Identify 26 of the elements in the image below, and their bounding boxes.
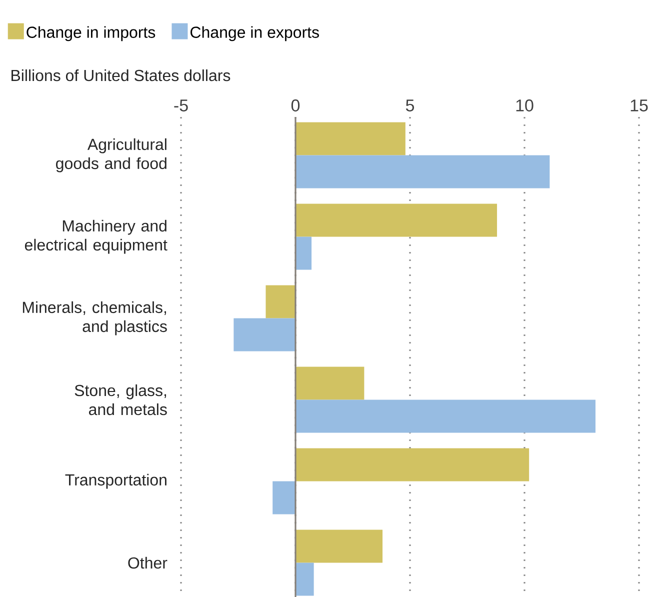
- bar: [296, 366, 364, 400]
- x-tick-label: 10: [516, 99, 534, 112]
- legend-label: Change in exports: [190, 26, 319, 42]
- y-tick-label: Transportation: [65, 474, 166, 489]
- bar: [296, 204, 498, 237]
- y-tick-label: Minerals, chemicals, and plastics: [22, 301, 167, 336]
- x-tick-label: -5: [174, 100, 188, 112]
- y-tick-label: Machinery and electrical equipment: [24, 220, 168, 254]
- bar: [266, 285, 296, 318]
- legend-label: Change in imports: [26, 26, 156, 42]
- x-tick-label: 5: [406, 100, 414, 112]
- bar: [234, 318, 296, 352]
- x-tick-label: 0: [291, 99, 300, 112]
- bar: [296, 122, 406, 156]
- bar: [296, 400, 596, 433]
- y-tick-label: Stone, glass, and metals: [74, 384, 167, 416]
- y-tick-label: Agricultural goods and food: [56, 138, 166, 172]
- y-tick-label: Other: [128, 556, 168, 569]
- bar: [272, 481, 296, 514]
- x-tick-label: 15: [630, 100, 648, 112]
- bar: [296, 155, 550, 188]
- x-axis-title: Billions of United States dollars: [12, 69, 230, 82]
- bar: [296, 236, 312, 270]
- bar: [296, 562, 314, 596]
- bar: [296, 530, 383, 563]
- bar: [296, 448, 530, 482]
